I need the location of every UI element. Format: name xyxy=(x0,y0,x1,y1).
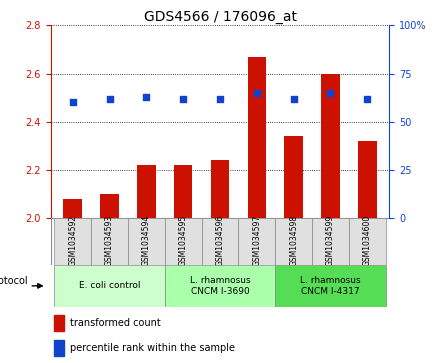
Point xyxy=(106,95,113,101)
Bar xyxy=(275,265,386,307)
Bar xyxy=(165,218,202,265)
Text: protocol: protocol xyxy=(0,276,28,286)
Bar xyxy=(55,315,64,331)
Bar xyxy=(321,73,340,218)
Text: GSM1034600: GSM1034600 xyxy=(363,215,372,266)
Bar xyxy=(137,165,156,218)
Text: L. rhamnosus
CNCM I-4317: L. rhamnosus CNCM I-4317 xyxy=(300,276,361,296)
Bar xyxy=(284,136,303,218)
Point xyxy=(364,95,371,101)
Text: GSM1034594: GSM1034594 xyxy=(142,215,151,266)
Text: percentile rank within the sample: percentile rank within the sample xyxy=(70,343,235,353)
Text: GSM1034598: GSM1034598 xyxy=(289,215,298,266)
Point xyxy=(290,95,297,101)
Bar xyxy=(63,199,82,218)
Bar xyxy=(100,194,119,218)
Text: GSM1034597: GSM1034597 xyxy=(252,215,261,266)
Bar xyxy=(55,340,64,356)
Bar xyxy=(275,218,312,265)
Text: GSM1034593: GSM1034593 xyxy=(105,215,114,266)
Bar xyxy=(91,218,128,265)
Text: GSM1034592: GSM1034592 xyxy=(68,215,77,266)
Bar xyxy=(358,141,377,218)
Bar xyxy=(238,218,275,265)
Bar xyxy=(54,265,165,307)
Point xyxy=(143,94,150,99)
Bar xyxy=(174,165,192,218)
Text: E. coli control: E. coli control xyxy=(79,281,140,290)
Text: transformed count: transformed count xyxy=(70,318,161,328)
Bar xyxy=(349,218,386,265)
Point xyxy=(180,95,187,101)
Bar xyxy=(211,160,229,218)
Text: GSM1034599: GSM1034599 xyxy=(326,215,335,266)
Bar xyxy=(54,218,91,265)
Point xyxy=(327,90,334,95)
Point xyxy=(69,99,76,105)
Bar xyxy=(312,218,349,265)
Bar xyxy=(165,265,275,307)
Title: GDS4566 / 176096_at: GDS4566 / 176096_at xyxy=(143,11,297,24)
Text: L. rhamnosus
CNCM I-3690: L. rhamnosus CNCM I-3690 xyxy=(190,276,250,296)
Point xyxy=(253,90,260,95)
Text: GSM1034596: GSM1034596 xyxy=(216,215,224,266)
Bar xyxy=(202,218,238,265)
Bar xyxy=(128,218,165,265)
Text: GSM1034595: GSM1034595 xyxy=(179,215,188,266)
Point xyxy=(216,95,224,101)
Bar xyxy=(248,57,266,218)
